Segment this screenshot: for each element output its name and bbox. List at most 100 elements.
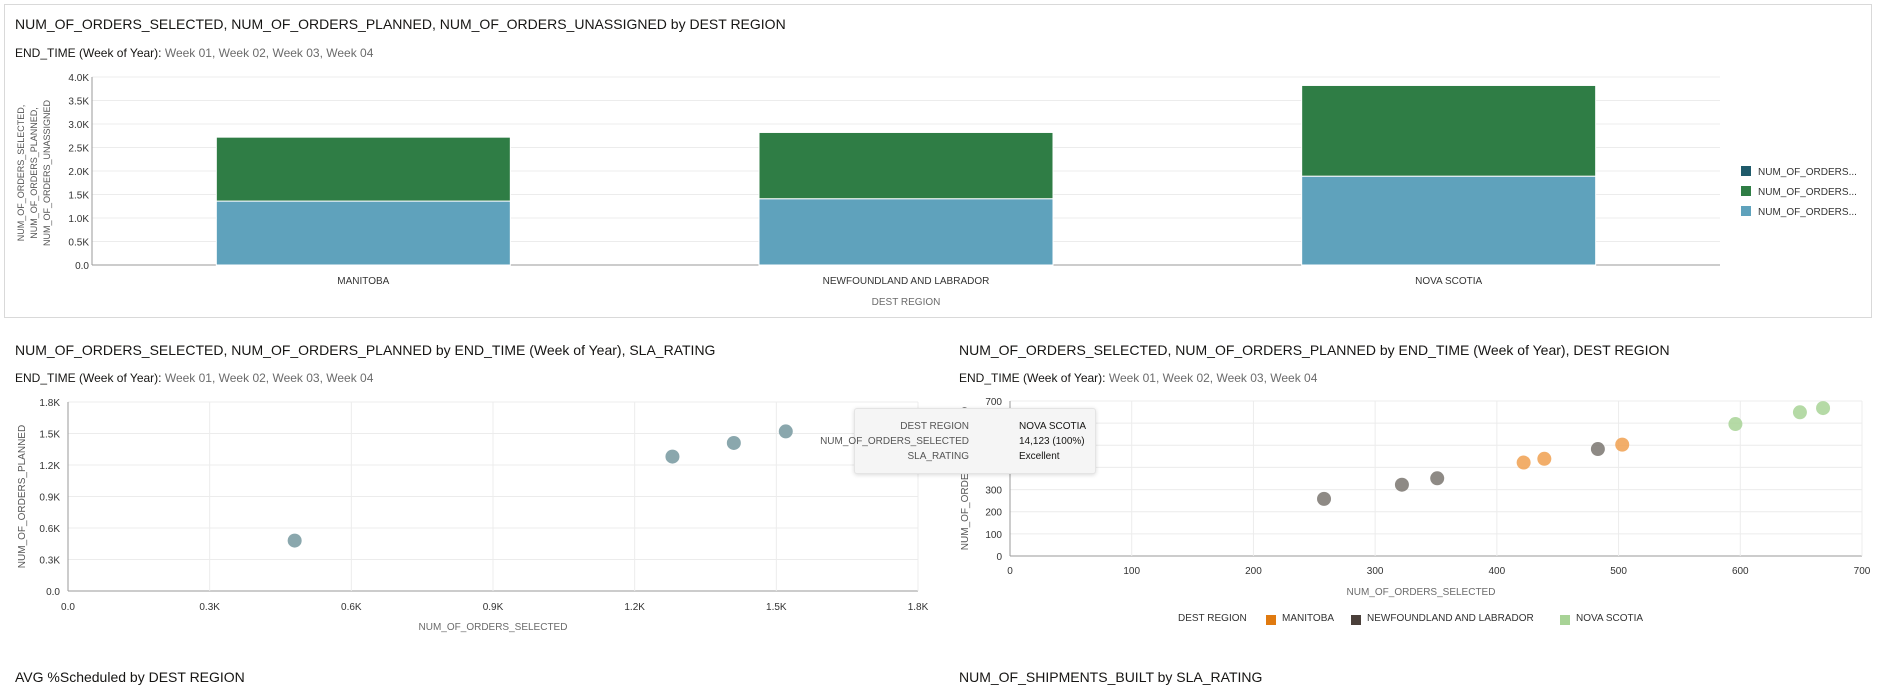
legend-swatch-ns (1560, 615, 1570, 625)
x-axis-title: DEST REGION (872, 297, 941, 308)
scatter-point (1394, 477, 1409, 492)
tooltip-value: Excellent (1019, 451, 1060, 462)
filter-value[interactable]: Week 01, Week 02, Week 03, Week 04 (164, 371, 374, 385)
y-axis-title: NUM_OF_ORDERS_PLANNED (17, 425, 28, 568)
filter-label: END_TIME (Week of Year): (15, 46, 162, 60)
hover-tooltip: DEST REGION NOVA SCOTIA NUM_OF_ORDERS_SE… (820, 408, 1096, 474)
legend-label-manitoba[interactable]: MANITOBA (1282, 613, 1335, 624)
y-tick-label: 2.5K (68, 144, 89, 155)
y-tick-label: 300 (985, 486, 1002, 497)
bar-segment (1301, 84, 1597, 177)
y-tick-label: 100 (985, 530, 1002, 541)
tooltip-key: SLA_RATING (907, 451, 970, 462)
y-axis-title: NUM_OF_ORDERS_SELECTED, (16, 105, 26, 242)
scatter-point (726, 435, 741, 450)
scatter-point (778, 424, 793, 439)
top-chart-filter: END_TIME (Week of Year): Week 01, Week 0… (15, 46, 373, 60)
filter-label: END_TIME (Week of Year): (959, 371, 1106, 385)
legend-swatch-manitoba (1266, 615, 1276, 625)
filter-label: END_TIME (Week of Year): (15, 371, 162, 385)
y-tick-label: 3.0K (68, 120, 89, 131)
middle-right-chart-title: NUM_OF_ORDERS_SELECTED, NUM_OF_ORDERS_PL… (959, 342, 1670, 358)
legend-swatch (1741, 186, 1751, 196)
legend-label: NUM_OF_ORDERS... (1758, 187, 1857, 198)
legend-label: NUM_OF_ORDERS... (1758, 207, 1857, 218)
x-tick-label: 400 (1489, 566, 1506, 577)
y-tick-label: 0.9K (39, 493, 60, 504)
legend-label-nl[interactable]: NEWFOUNDLAND AND LABRADOR (1367, 613, 1534, 624)
tooltip-key: DEST REGION (900, 421, 969, 432)
y-tick-label: 0.6K (39, 524, 60, 535)
filter-value[interactable]: Week 01, Week 02, Week 03, Week 04 (1108, 371, 1318, 385)
bar-segment (1301, 175, 1597, 266)
y-axis-title: NUM_OF_ORDERS_UNASSIGNED (42, 99, 52, 246)
top-chart-title: NUM_OF_ORDERS_SELECTED, NUM_OF_ORDERS_PL… (15, 16, 786, 32)
y-tick-label: 1.0K (68, 214, 89, 225)
scatter-point (1317, 491, 1332, 506)
legend-title: DEST REGION (1178, 613, 1247, 624)
scatter-point (1792, 405, 1807, 420)
tooltip-row: DEST REGION NOVA SCOTIA (855, 421, 1095, 435)
x-tick-label: 100 (1123, 566, 1140, 577)
y-tick-label: 1.5K (39, 430, 60, 441)
x-tick-label: 0.3K (199, 602, 220, 613)
tooltip-key: NUM_OF_ORDERS_SELECTED (820, 436, 969, 447)
scatter-point (1537, 451, 1552, 466)
y-tick-label: 1.8K (39, 398, 60, 409)
y-tick-label: 0 (996, 552, 1002, 563)
x-tick-label: 0 (1007, 566, 1013, 577)
legend-swatch-nl (1351, 615, 1361, 625)
middle-right-chart-filter: END_TIME (Week of Year): Week 01, Week 0… (959, 371, 1317, 385)
legend-label: NUM_OF_ORDERS... (1758, 167, 1857, 178)
tooltip-row: NUM_OF_ORDERS_SELECTED 14,123 (100%) (820, 436, 1095, 450)
scatter-point (1615, 437, 1630, 452)
x-tick-label: 0.6K (341, 602, 362, 613)
x-tick-label: 500 (1610, 566, 1627, 577)
x-tick-label: MANITOBA (337, 276, 389, 287)
tooltip-value: 14,123 (100%) (1019, 436, 1085, 447)
legend-swatch (1741, 166, 1751, 176)
bar-segment (215, 200, 511, 266)
x-tick-label: 200 (1245, 566, 1262, 577)
y-tick-label: 0.0 (46, 587, 60, 598)
scatter-point (1590, 442, 1605, 457)
scatter-point (665, 449, 680, 464)
y-tick-label: 700 (985, 397, 1002, 408)
x-tick-label: 600 (1732, 566, 1749, 577)
middle-left-chart-title: NUM_OF_ORDERS_SELECTED, NUM_OF_ORDERS_PL… (15, 342, 716, 358)
legend-label-ns[interactable]: NOVA SCOTIA (1576, 613, 1644, 624)
top-chart-panel (4, 4, 1872, 318)
y-axis-title: NUM_OF_ORDERS_PLANNED (960, 407, 971, 550)
x-tick-label: NEWFOUNDLAND AND LABRADOR (823, 276, 990, 287)
y-tick-label: 0.3K (39, 556, 60, 567)
scatter-point (1728, 417, 1743, 432)
x-tick-label: 0.0 (61, 602, 75, 613)
x-tick-label: 300 (1367, 566, 1384, 577)
scatter-chart-region: 0100200300400500600700010020030040050060… (960, 397, 1871, 598)
y-tick-label: 0.5K (68, 238, 89, 249)
x-tick-label: NOVA SCOTIA (1415, 276, 1482, 287)
y-tick-label: 1.5K (68, 191, 89, 202)
bottom-left-chart-title: AVG %Scheduled by DEST REGION (15, 669, 245, 685)
y-axis-title: NUM_OF_ORDERS_PLANNED, (29, 107, 39, 239)
x-tick-label: 1.8K (908, 602, 929, 613)
tooltip-value: NOVA SCOTIA (1019, 421, 1087, 432)
x-tick-label: 1.2K (624, 602, 645, 613)
x-tick-label: 0.9K (483, 602, 504, 613)
y-tick-label: 4.0K (68, 73, 89, 84)
scatter-point (1516, 455, 1531, 470)
scatter-chart-sla: 0.0 0.3K 0.6K 0.9K 1.2K 1.5K 1.8K 0.0 0.3K 0.6K 0.… (17, 398, 929, 633)
scatter-point (1430, 471, 1445, 486)
x-axis-title: NUM_OF_ORDERS_SELECTED (419, 622, 568, 633)
y-tick-label: 1.2K (39, 461, 60, 472)
legend-swatch (1741, 206, 1751, 216)
bar-segment (215, 136, 511, 202)
y-tick-label: 200 (985, 508, 1002, 519)
y-tick-label: 3.5K (68, 97, 89, 108)
bar-segment (758, 131, 1054, 200)
stacked-bar-chart: 0.0 0.5K 1.0K 1.5K 2.0K 2.5K 3.0K 3.5K 4.0K MANIT… (16, 73, 1857, 308)
x-axis-title: NUM_OF_ORDERS_SELECTED (1347, 587, 1496, 598)
filter-value[interactable]: Week 01, Week 02, Week 03, Week 04 (164, 46, 374, 60)
middle-left-chart-filter: END_TIME (Week of Year): Week 01, Week 0… (15, 371, 373, 385)
x-tick-label: 1.5K (766, 602, 787, 613)
